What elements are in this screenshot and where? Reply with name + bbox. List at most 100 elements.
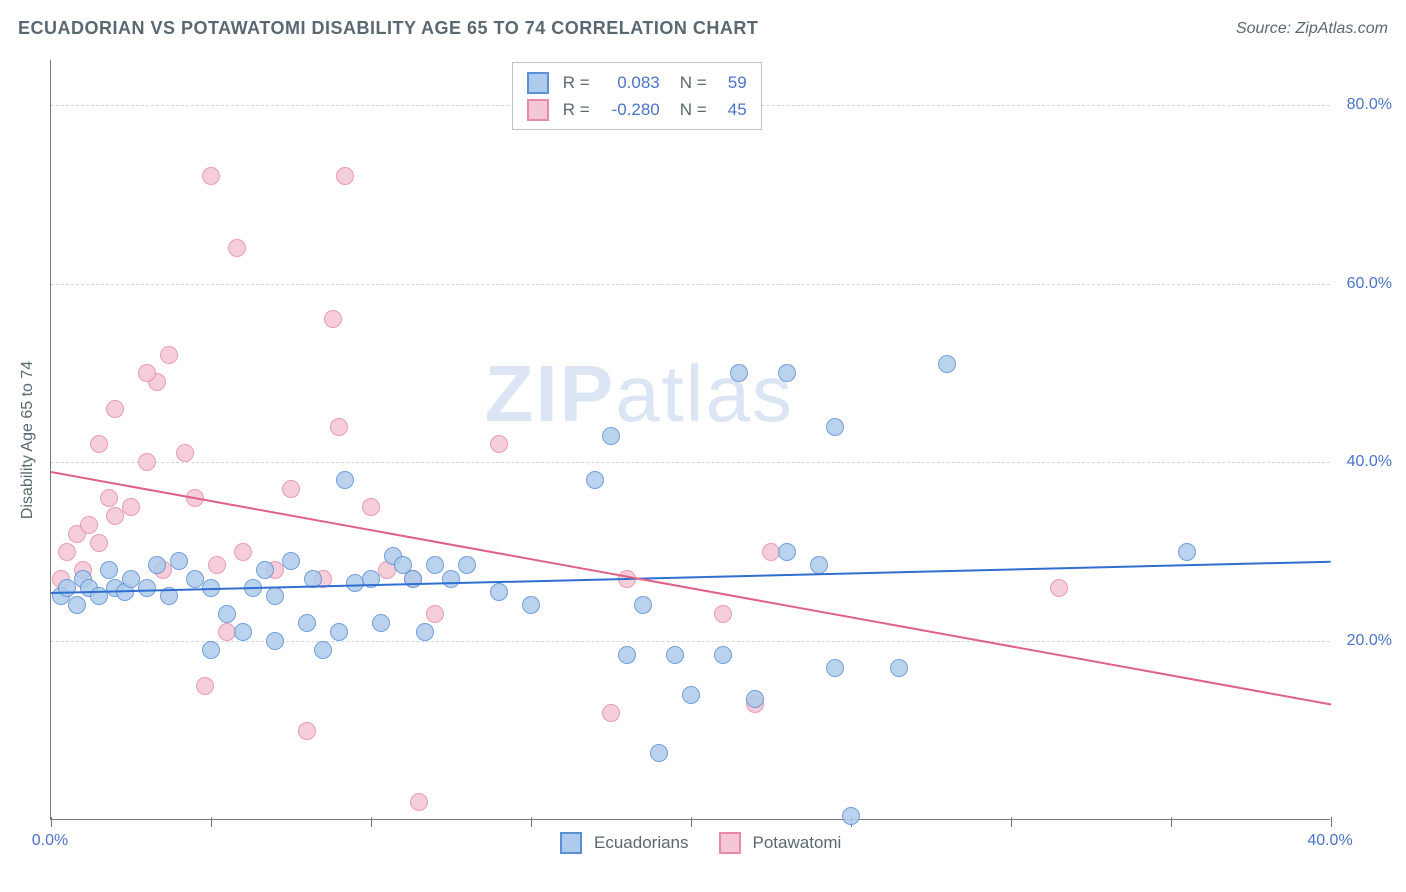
- gridline: [51, 462, 1330, 463]
- data-point: [202, 167, 220, 185]
- data-point: [282, 480, 300, 498]
- data-point: [362, 498, 380, 516]
- data-point: [148, 556, 166, 574]
- data-point: [80, 516, 98, 534]
- gridline: [51, 284, 1330, 285]
- data-point: [416, 623, 434, 641]
- x-tick: [691, 817, 692, 827]
- data-point: [256, 561, 274, 579]
- chart-title: ECUADORIAN VS POTAWATOMI DISABILITY AGE …: [18, 18, 758, 39]
- data-point: [602, 427, 620, 445]
- legend-r-value: 0.083: [600, 69, 660, 96]
- x-tick-label: 40.0%: [1307, 832, 1352, 850]
- data-point: [826, 659, 844, 677]
- watermark: ZIPatlas: [485, 348, 794, 440]
- legend-item: Potawatomi: [719, 832, 842, 854]
- data-point: [160, 346, 178, 364]
- data-point: [666, 646, 684, 664]
- data-point: [890, 659, 908, 677]
- data-point: [778, 364, 796, 382]
- data-point: [202, 641, 220, 659]
- data-point: [426, 605, 444, 623]
- data-point: [442, 570, 460, 588]
- data-point: [330, 623, 348, 641]
- legend-swatch: [527, 99, 549, 121]
- data-point: [586, 471, 604, 489]
- data-point: [650, 744, 668, 762]
- legend-n-value: 59: [717, 69, 747, 96]
- source-credit: Source: ZipAtlas.com: [1236, 20, 1388, 38]
- data-point: [282, 552, 300, 570]
- legend-item: Ecuadorians: [560, 832, 689, 854]
- data-point: [746, 690, 764, 708]
- x-tick: [1331, 817, 1332, 827]
- data-point: [90, 534, 108, 552]
- data-point: [106, 400, 124, 418]
- scatter-plot: ZIPatlas 20.0%40.0%60.0%80.0%R =0.083N =…: [50, 60, 1330, 820]
- data-point: [714, 605, 732, 623]
- data-point: [1050, 579, 1068, 597]
- data-point: [490, 583, 508, 601]
- data-point: [176, 444, 194, 462]
- legend-bottom: Ecuadorians Potawatomi: [560, 832, 841, 854]
- data-point: [234, 623, 252, 641]
- legend-r-label: R =: [563, 69, 590, 96]
- data-point: [730, 364, 748, 382]
- data-point: [106, 507, 124, 525]
- data-point: [618, 646, 636, 664]
- data-point: [298, 722, 316, 740]
- data-point: [58, 579, 76, 597]
- x-tick-label: 0.0%: [32, 832, 68, 850]
- y-axis-label: Disability Age 65 to 74: [19, 361, 37, 519]
- legend-n-value: 45: [717, 96, 747, 123]
- data-point: [330, 418, 348, 436]
- y-tick-label: 40.0%: [1347, 453, 1392, 471]
- data-point: [196, 677, 214, 695]
- data-point: [100, 561, 118, 579]
- data-point: [714, 646, 732, 664]
- data-point: [138, 453, 156, 471]
- y-tick-label: 20.0%: [1347, 632, 1392, 650]
- legend-row: R =-0.280N =45: [527, 96, 747, 123]
- data-point: [682, 686, 700, 704]
- x-tick: [371, 817, 372, 827]
- data-point: [826, 418, 844, 436]
- x-tick: [531, 817, 532, 827]
- legend-series-label: Ecuadorians: [594, 833, 689, 853]
- data-point: [314, 641, 332, 659]
- data-point: [234, 543, 252, 561]
- legend-swatch: [527, 72, 549, 94]
- data-point: [218, 605, 236, 623]
- legend-n-label: N =: [680, 96, 707, 123]
- x-tick: [1171, 817, 1172, 827]
- data-point: [634, 596, 652, 614]
- data-point: [298, 614, 316, 632]
- data-point: [522, 596, 540, 614]
- x-tick: [211, 817, 212, 827]
- legend-r-value: -0.280: [600, 96, 660, 123]
- data-point: [426, 556, 444, 574]
- data-point: [778, 543, 796, 561]
- x-tick: [1011, 817, 1012, 827]
- data-point: [170, 552, 188, 570]
- x-tick: [51, 817, 52, 827]
- legend-row: R =0.083N =59: [527, 69, 747, 96]
- data-point: [68, 596, 86, 614]
- legend-swatch: [560, 832, 582, 854]
- data-point: [842, 807, 860, 825]
- data-point: [90, 435, 108, 453]
- data-point: [266, 587, 284, 605]
- data-point: [138, 364, 156, 382]
- data-point: [490, 435, 508, 453]
- data-point: [122, 498, 140, 516]
- y-tick-label: 60.0%: [1347, 275, 1392, 293]
- data-point: [266, 632, 284, 650]
- data-point: [324, 310, 342, 328]
- legend-swatch: [719, 832, 741, 854]
- data-point: [336, 167, 354, 185]
- data-point: [58, 543, 76, 561]
- data-point: [228, 239, 246, 257]
- data-point: [410, 793, 428, 811]
- data-point: [810, 556, 828, 574]
- data-point: [938, 355, 956, 373]
